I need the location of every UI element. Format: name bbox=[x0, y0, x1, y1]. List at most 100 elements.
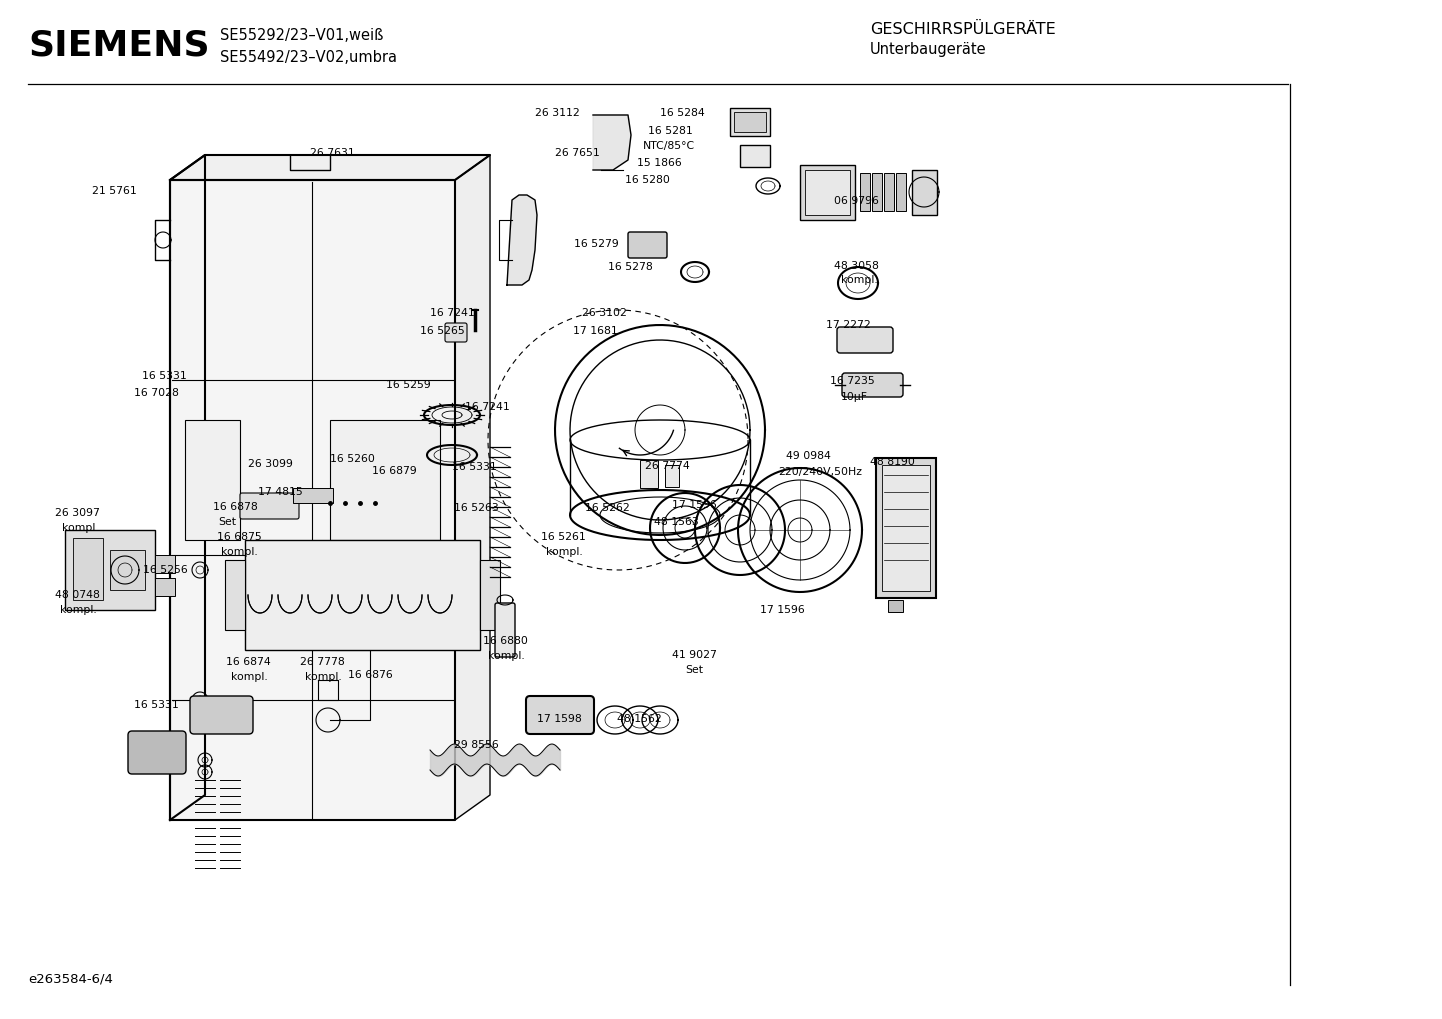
Text: 16 5259: 16 5259 bbox=[386, 380, 431, 390]
Text: 16 5280: 16 5280 bbox=[624, 175, 671, 185]
Text: kompl.: kompl. bbox=[231, 672, 268, 682]
Text: kompl.: kompl. bbox=[61, 605, 97, 615]
Text: 26 7631: 26 7631 bbox=[310, 148, 355, 158]
Text: Set: Set bbox=[685, 665, 704, 675]
Text: 26 3102: 26 3102 bbox=[583, 308, 627, 318]
Bar bbox=[154, 555, 174, 573]
Text: 16 7028: 16 7028 bbox=[134, 388, 179, 398]
Bar bbox=[154, 578, 174, 596]
Bar bbox=[884, 173, 894, 211]
FancyBboxPatch shape bbox=[239, 493, 298, 519]
Text: 17 1598: 17 1598 bbox=[536, 714, 581, 725]
Text: 16 6880: 16 6880 bbox=[483, 636, 528, 646]
Text: 16 6879: 16 6879 bbox=[372, 466, 417, 476]
Bar bbox=[110, 550, 146, 590]
Bar bbox=[800, 165, 855, 220]
Text: 26 3112: 26 3112 bbox=[535, 108, 580, 118]
Text: kompl.: kompl. bbox=[841, 275, 878, 285]
Text: 17 4815: 17 4815 bbox=[258, 487, 303, 497]
Bar bbox=[225, 560, 245, 630]
FancyBboxPatch shape bbox=[190, 696, 252, 734]
Text: Set: Set bbox=[218, 517, 236, 527]
Text: 16 5256: 16 5256 bbox=[143, 565, 187, 575]
Text: 41 9027: 41 9027 bbox=[672, 650, 717, 660]
FancyBboxPatch shape bbox=[842, 373, 903, 397]
Bar bbox=[805, 170, 849, 215]
Polygon shape bbox=[456, 155, 490, 820]
Bar bbox=[872, 173, 883, 211]
Text: 16 5262: 16 5262 bbox=[585, 503, 630, 513]
Bar bbox=[888, 600, 903, 612]
Text: 16 5331: 16 5331 bbox=[451, 462, 496, 472]
Text: 29 8556: 29 8556 bbox=[454, 740, 499, 750]
Polygon shape bbox=[170, 180, 456, 820]
Text: 49 0984: 49 0984 bbox=[786, 451, 831, 461]
Text: kompl.: kompl. bbox=[62, 523, 98, 533]
Bar bbox=[245, 540, 480, 650]
Text: 16 5331: 16 5331 bbox=[141, 371, 187, 381]
Polygon shape bbox=[508, 195, 536, 285]
Text: 17 1681: 17 1681 bbox=[572, 326, 617, 336]
Text: 16 5265: 16 5265 bbox=[420, 326, 464, 336]
Bar bbox=[330, 420, 440, 540]
Text: kompl.: kompl. bbox=[487, 651, 525, 661]
Text: 48 1563: 48 1563 bbox=[655, 517, 699, 527]
Text: 17 2272: 17 2272 bbox=[826, 320, 871, 330]
Text: 48 1562: 48 1562 bbox=[617, 714, 662, 725]
Text: SIEMENS: SIEMENS bbox=[27, 28, 209, 62]
Text: 16 6876: 16 6876 bbox=[348, 671, 392, 680]
Bar bbox=[875, 458, 936, 598]
Text: 17 1596: 17 1596 bbox=[760, 605, 805, 615]
Text: Unterbaugeräte: Unterbaugeräte bbox=[870, 42, 986, 57]
Text: NTC/85°C: NTC/85°C bbox=[643, 141, 695, 151]
Text: 16 5261: 16 5261 bbox=[541, 532, 585, 542]
Bar bbox=[740, 145, 770, 167]
Text: 26 7651: 26 7651 bbox=[555, 148, 600, 158]
FancyBboxPatch shape bbox=[446, 323, 467, 342]
Text: 16 7235: 16 7235 bbox=[831, 376, 875, 386]
Text: 220/240V,50Hz: 220/240V,50Hz bbox=[779, 467, 862, 477]
Text: 16 7241: 16 7241 bbox=[430, 308, 474, 318]
FancyBboxPatch shape bbox=[629, 232, 668, 258]
Text: 16 5263: 16 5263 bbox=[454, 503, 499, 513]
Text: kompl.: kompl. bbox=[306, 672, 342, 682]
Text: 16 5281: 16 5281 bbox=[647, 126, 692, 136]
Text: 10μF: 10μF bbox=[841, 392, 868, 403]
Text: SE55492/23–V02,umbra: SE55492/23–V02,umbra bbox=[221, 50, 397, 65]
Text: 16 6878: 16 6878 bbox=[213, 502, 258, 512]
Text: 48 3058: 48 3058 bbox=[833, 261, 878, 271]
Bar bbox=[911, 170, 937, 215]
FancyBboxPatch shape bbox=[495, 603, 515, 657]
Bar bbox=[293, 488, 333, 503]
Text: kompl.: kompl. bbox=[547, 547, 583, 557]
Text: 16 5331: 16 5331 bbox=[134, 700, 179, 710]
Polygon shape bbox=[170, 155, 490, 180]
Text: 16 7241: 16 7241 bbox=[464, 403, 510, 412]
Bar bbox=[734, 112, 766, 132]
Bar bbox=[65, 530, 154, 610]
Text: 26 7774: 26 7774 bbox=[645, 461, 689, 471]
Text: GESCHIRRSPÜLGERÄTE: GESCHIRRSPÜLGERÄTE bbox=[870, 22, 1056, 37]
Bar bbox=[665, 465, 679, 487]
Text: 16 5284: 16 5284 bbox=[660, 108, 705, 118]
Bar bbox=[883, 465, 930, 591]
Text: 48 8190: 48 8190 bbox=[870, 457, 914, 467]
Bar bbox=[895, 173, 906, 211]
Text: 16 6874: 16 6874 bbox=[226, 657, 271, 667]
Text: 16 5278: 16 5278 bbox=[609, 262, 653, 272]
FancyBboxPatch shape bbox=[128, 731, 186, 774]
Bar bbox=[859, 173, 870, 211]
Polygon shape bbox=[170, 155, 205, 820]
Text: 16 5260: 16 5260 bbox=[330, 454, 375, 464]
Text: 16 5279: 16 5279 bbox=[574, 239, 619, 249]
FancyBboxPatch shape bbox=[526, 696, 594, 734]
Text: 06 9796: 06 9796 bbox=[833, 196, 878, 206]
Text: 26 7778: 26 7778 bbox=[300, 657, 345, 667]
Bar bbox=[74, 538, 102, 600]
Text: 15 1866: 15 1866 bbox=[637, 158, 682, 168]
Bar bbox=[480, 560, 500, 630]
Text: 48 0748: 48 0748 bbox=[55, 590, 99, 600]
Text: e263584‑6/4: e263584‑6/4 bbox=[27, 972, 112, 985]
Text: SE55292/23–V01,weiß: SE55292/23–V01,weiß bbox=[221, 28, 384, 43]
Bar bbox=[730, 108, 770, 136]
